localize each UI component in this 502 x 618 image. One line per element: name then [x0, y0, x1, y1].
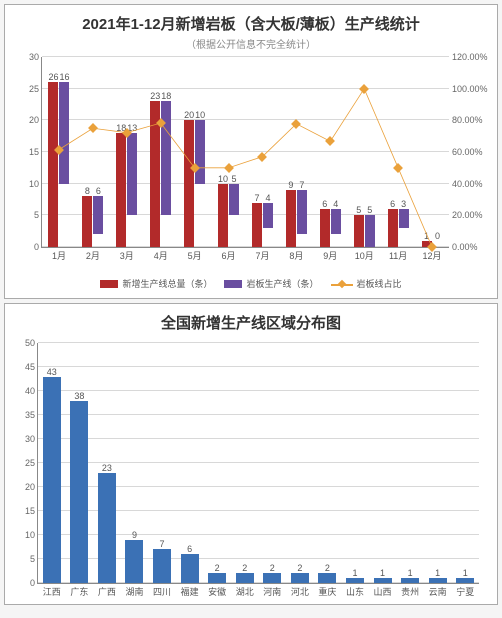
bar-rock: 10	[195, 120, 205, 183]
bar-total: 9	[286, 190, 296, 247]
bar-total: 10	[218, 184, 228, 247]
chart1-area: 0510152025300.00%20.00%40.00%60.00%80.00…	[15, 57, 487, 265]
chart1-subtitle: （根据公开信息不完全统计）	[5, 36, 497, 51]
legend-total: 新增生产线总量（条）	[100, 277, 212, 290]
bar-total: 5	[354, 215, 364, 247]
legend-total-label: 新增生产线总量（条）	[122, 277, 212, 290]
region-bar: 7	[153, 549, 171, 583]
chart2-plot: 0510152025303540455043江西38广东23广西9湖南7四川6福…	[37, 343, 479, 584]
bar-total: 20	[184, 120, 194, 247]
region-bar: 6	[181, 554, 199, 583]
chart1-plot: 0510152025300.00%20.00%40.00%60.00%80.00…	[41, 57, 449, 248]
bar-rock: 3	[399, 209, 409, 228]
chart1-legend: 新增生产线总量（条） 岩板生产线（条） 岩板线占比	[5, 271, 497, 298]
region-bar: 2	[208, 573, 226, 583]
bar-rock: 4	[331, 209, 341, 234]
region-bar: 2	[291, 573, 309, 583]
bar-rock: 13	[127, 133, 137, 215]
region-bar: 9	[125, 540, 143, 583]
region-bar: 2	[236, 573, 254, 583]
bar-rock: 5	[229, 184, 239, 216]
legend-ratio: 岩板线占比	[331, 277, 402, 290]
bar-total: 6	[388, 209, 398, 247]
bar-rock: 4	[263, 203, 273, 228]
swatch-ratio	[331, 279, 353, 289]
bar-rock: 7	[297, 190, 307, 234]
region-bar: 1	[429, 578, 447, 583]
region-bar: 2	[263, 573, 281, 583]
chart2-title: 全国新增生产线区域分布图	[5, 312, 497, 333]
region-bar: 2	[318, 573, 336, 583]
bar-total: 8	[82, 196, 92, 247]
region-bar: 43	[43, 377, 61, 583]
region-bar: 38	[70, 401, 88, 583]
swatch-rock	[224, 280, 242, 288]
region-bar: 1	[346, 578, 364, 583]
bar-total: 7	[252, 203, 262, 247]
chart2-area: 0510152025303540455043江西38广东23广西9湖南7四川6福…	[15, 343, 487, 598]
legend-ratio-label: 岩板线占比	[357, 277, 402, 290]
chart1-panel: 2021年1-12月新增岩板（含大板/薄板）生产线统计 （根据公开信息不完全统计…	[4, 4, 498, 299]
legend-rock-label: 岩板生产线（条）	[246, 277, 318, 290]
bar-rock: 16	[59, 82, 69, 183]
region-bar: 23	[98, 473, 116, 583]
bar-rock: 5	[365, 215, 375, 247]
region-bar: 1	[456, 578, 474, 583]
chart1-title: 2021年1-12月新增岩板（含大板/薄板）生产线统计	[5, 13, 497, 34]
bar-total: 26	[48, 82, 58, 247]
bar-rock: 6	[93, 196, 103, 234]
region-bar: 1	[401, 578, 419, 583]
region-bar: 1	[374, 578, 392, 583]
bar-total: 18	[116, 133, 126, 247]
legend-rock: 岩板生产线（条）	[224, 277, 318, 290]
bar-total: 6	[320, 209, 330, 247]
swatch-total	[100, 280, 118, 288]
chart2-panel: 全国新增生产线区域分布图 0510152025303540455043江西38广…	[4, 303, 498, 605]
bar-rock: 18	[161, 101, 171, 215]
